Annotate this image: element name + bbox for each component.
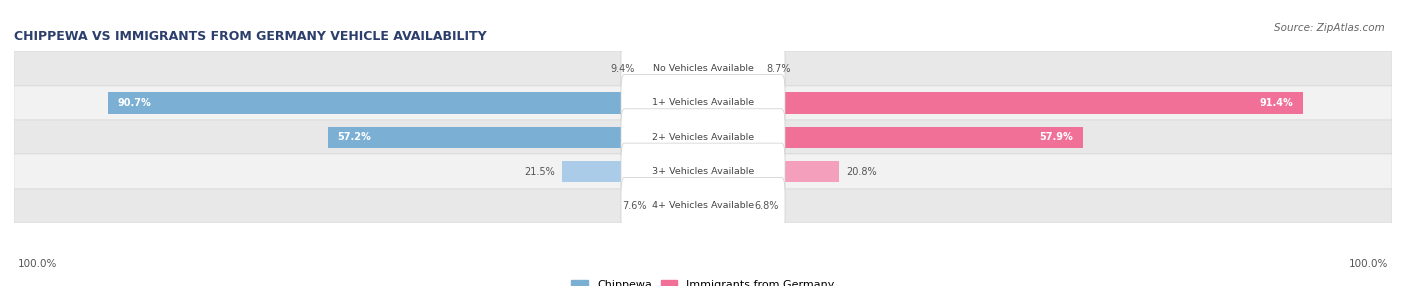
Bar [703, 58, 761, 79]
Bar [562, 161, 703, 182]
Bar [14, 120, 1392, 154]
Bar [641, 58, 703, 79]
Text: 21.5%: 21.5% [524, 167, 555, 176]
FancyBboxPatch shape [621, 40, 785, 97]
Bar [703, 161, 839, 182]
Text: 9.4%: 9.4% [610, 64, 634, 74]
Bar [654, 195, 703, 217]
Bar [14, 154, 1392, 189]
Text: 57.9%: 57.9% [1039, 132, 1073, 142]
Bar [108, 92, 703, 114]
Text: 91.4%: 91.4% [1260, 98, 1294, 108]
Text: 20.8%: 20.8% [846, 167, 877, 176]
Text: 7.6%: 7.6% [621, 201, 647, 211]
Text: 100.0%: 100.0% [1348, 259, 1388, 269]
Text: 100.0%: 100.0% [18, 259, 58, 269]
Text: 90.7%: 90.7% [118, 98, 152, 108]
Bar [703, 195, 748, 217]
FancyBboxPatch shape [621, 74, 785, 132]
Legend: Chippewa, Immigrants from Germany: Chippewa, Immigrants from Germany [567, 275, 839, 286]
Bar [328, 127, 703, 148]
Text: 3+ Vehicles Available: 3+ Vehicles Available [652, 167, 754, 176]
Text: 2+ Vehicles Available: 2+ Vehicles Available [652, 133, 754, 142]
Bar [14, 51, 1392, 86]
Text: 1+ Vehicles Available: 1+ Vehicles Available [652, 98, 754, 108]
Text: 8.7%: 8.7% [766, 64, 792, 74]
FancyBboxPatch shape [621, 109, 785, 166]
Text: No Vehicles Available: No Vehicles Available [652, 64, 754, 73]
FancyBboxPatch shape [621, 177, 785, 235]
Text: 6.8%: 6.8% [754, 201, 779, 211]
Text: Source: ZipAtlas.com: Source: ZipAtlas.com [1274, 23, 1385, 33]
Text: 4+ Vehicles Available: 4+ Vehicles Available [652, 201, 754, 210]
Bar [14, 189, 1392, 223]
Bar [703, 92, 1303, 114]
Bar [703, 127, 1083, 148]
Bar [14, 86, 1392, 120]
Text: CHIPPEWA VS IMMIGRANTS FROM GERMANY VEHICLE AVAILABILITY: CHIPPEWA VS IMMIGRANTS FROM GERMANY VEHI… [14, 30, 486, 43]
Text: 57.2%: 57.2% [337, 132, 371, 142]
FancyBboxPatch shape [621, 143, 785, 200]
